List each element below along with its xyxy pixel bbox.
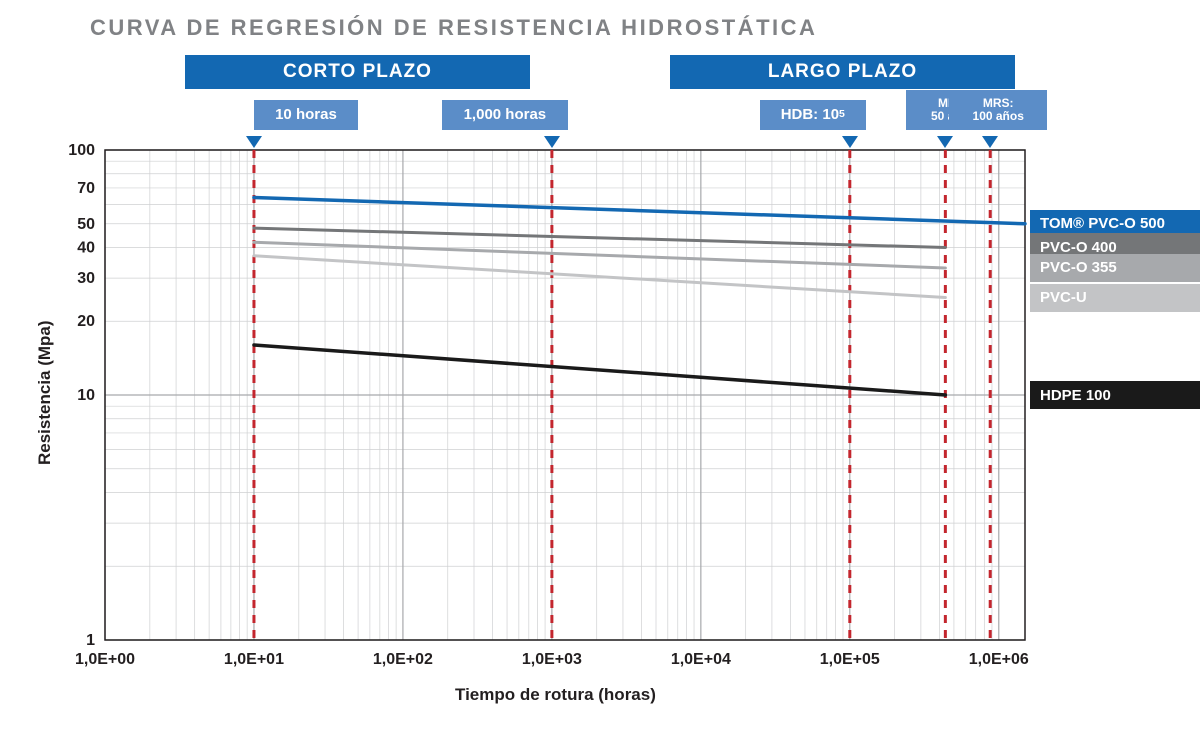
svg-text:20: 20 [77, 313, 95, 330]
x-axis-label: Tiempo de rotura (horas) [455, 685, 656, 705]
svg-text:100: 100 [68, 142, 95, 159]
svg-text:1,0E+01: 1,0E+01 [224, 651, 284, 668]
y-axis-label: Resistencia (Mpa) [35, 320, 55, 465]
plot-area: 1,0E+00 1,0E+01 1,0E+02 1,0E+03 1,0E+04 1,0E+… [0, 0, 1200, 730]
svg-text:1: 1 [86, 632, 95, 649]
chart-root: { "title": { "text": "CURVA DE REGRESIÓN… [0, 0, 1200, 730]
svg-text:40: 40 [77, 239, 95, 256]
legend-item-3: PVC-U [1030, 284, 1200, 312]
svg-text:1,0E+05: 1,0E+05 [820, 651, 880, 668]
svg-text:10: 10 [77, 387, 95, 404]
svg-text:1,0E+03: 1,0E+03 [522, 651, 582, 668]
svg-text:70: 70 [77, 180, 95, 197]
svg-text:30: 30 [77, 270, 95, 287]
svg-text:1,0E+04: 1,0E+04 [671, 651, 731, 668]
svg-text:1,0E+00: 1,0E+00 [75, 651, 135, 668]
svg-text:50: 50 [77, 216, 95, 233]
svg-text:1,0E+06: 1,0E+06 [969, 651, 1029, 668]
legend-item-4: HDPE 100 [1030, 381, 1200, 409]
svg-text:1,0E+02: 1,0E+02 [373, 651, 433, 668]
legend-item-2: PVC-O 355 [1030, 254, 1200, 282]
